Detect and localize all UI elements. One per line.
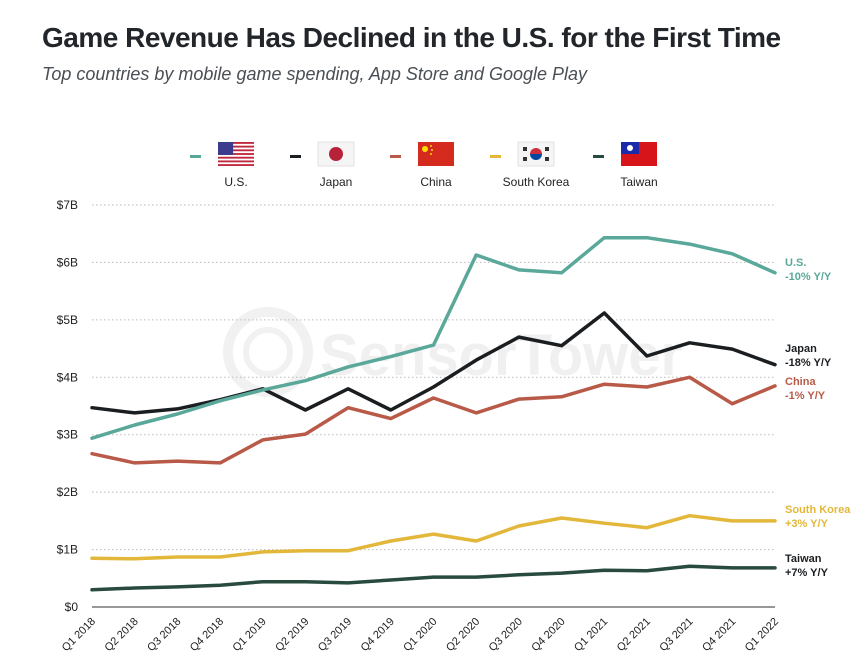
legend-swatch (190, 155, 201, 158)
watermark-logo-inner-icon (243, 327, 293, 377)
x-tick-label: Q1 2018 (60, 616, 98, 654)
south-korea-flag-icon (517, 141, 555, 167)
series-line-taiwan (90, 564, 777, 592)
x-tick-label: Q1 2021 (572, 616, 610, 654)
end-label-name: China (785, 376, 816, 388)
legend-item: South Korea (490, 141, 570, 189)
series-line-u-s (90, 235, 777, 440)
x-tick-label: Q4 2020 (529, 616, 567, 654)
end-label-change: +3% Y/Y (785, 518, 829, 530)
end-label-name: Taiwan (785, 553, 822, 565)
x-tick-label: Q1 2019 (231, 616, 269, 654)
end-label-name: U.S. (785, 257, 806, 269)
legend-item: China (390, 142, 454, 189)
y-axis: $0 $1B $2B $3B $4B $5B $6B $7B (57, 198, 79, 614)
x-tick-label: Q3 2018 (145, 616, 183, 654)
x-axis: Q1 2018 Q2 2018 Q3 2018 Q4 2018 Q1 2019 Q2 20… (60, 616, 781, 654)
y-tick-label: $4B (57, 370, 78, 384)
legend-label: Taiwan (620, 175, 657, 189)
series-line-japan (90, 311, 777, 415)
watermark-logo-icon (223, 307, 313, 397)
x-tick-label: Q2 2021 (615, 616, 653, 654)
x-tick-label: Q1 2020 (401, 616, 439, 654)
watermark-text: SensorTower (320, 323, 683, 388)
x-tick-label: Q3 2021 (657, 616, 695, 654)
series-line-china (90, 375, 777, 465)
legend-swatch (593, 155, 604, 158)
chart-subtitle: Top countries by mobile game spending, A… (42, 64, 588, 84)
legend-swatch (390, 155, 401, 158)
us-flag-icon (218, 142, 254, 166)
legend-item: Japan (290, 141, 355, 189)
taiwan-flag-icon (621, 142, 657, 166)
x-tick-label: Q4 2019 (359, 616, 397, 654)
y-tick-label: $5B (57, 313, 78, 327)
x-tick-label: Q3 2019 (316, 616, 354, 654)
legend-swatch (290, 155, 301, 158)
legend: U.S. Japan China South Korea Taiwan (190, 141, 658, 189)
series-line-south-korea (90, 513, 777, 561)
y-tick-label: $6B (57, 255, 78, 269)
japan-flag-icon (317, 141, 355, 167)
y-tick-label: $3B (57, 428, 78, 442)
end-label-change: -1% Y/Y (785, 390, 826, 402)
end-label-change: -10% Y/Y (785, 271, 832, 283)
x-tick-label: Q3 2020 (487, 616, 525, 654)
legend-item: Taiwan (593, 142, 658, 189)
y-tick-label: $2B (57, 485, 78, 499)
legend-label: Japan (320, 175, 353, 189)
end-label-change: -18% Y/Y (785, 357, 832, 369)
y-tick-label: $0 (65, 600, 79, 614)
end-label-name: South Korea (785, 504, 851, 516)
x-tick-label: Q2 2018 (102, 616, 140, 654)
legend-label: South Korea (503, 175, 570, 189)
chart-title: Game Revenue Has Declined in the U.S. fo… (42, 22, 781, 53)
x-tick-label: Q4 2021 (700, 616, 738, 654)
x-tick-label: Q1 2022 (743, 616, 781, 654)
gridlines (92, 204, 775, 608)
y-tick-label: $7B (57, 198, 78, 212)
legend-item: U.S. (190, 142, 254, 189)
legend-swatch (490, 155, 501, 158)
legend-label: U.S. (224, 175, 247, 189)
x-tick-label: Q2 2019 (273, 616, 311, 654)
series-lines (90, 235, 777, 592)
end-label-name: Japan (785, 343, 817, 355)
x-tick-label: Q4 2018 (188, 616, 226, 654)
y-tick-label: $1B (57, 543, 78, 557)
legend-label: China (420, 175, 452, 189)
end-labels: U.S. -10% Y/Y Japan -18% Y/Y China -1% Y/Y Sou… (785, 257, 851, 579)
china-flag-icon (418, 142, 454, 166)
x-tick-label: Q2 2020 (444, 616, 482, 654)
end-label-change: +7% Y/Y (785, 567, 829, 579)
